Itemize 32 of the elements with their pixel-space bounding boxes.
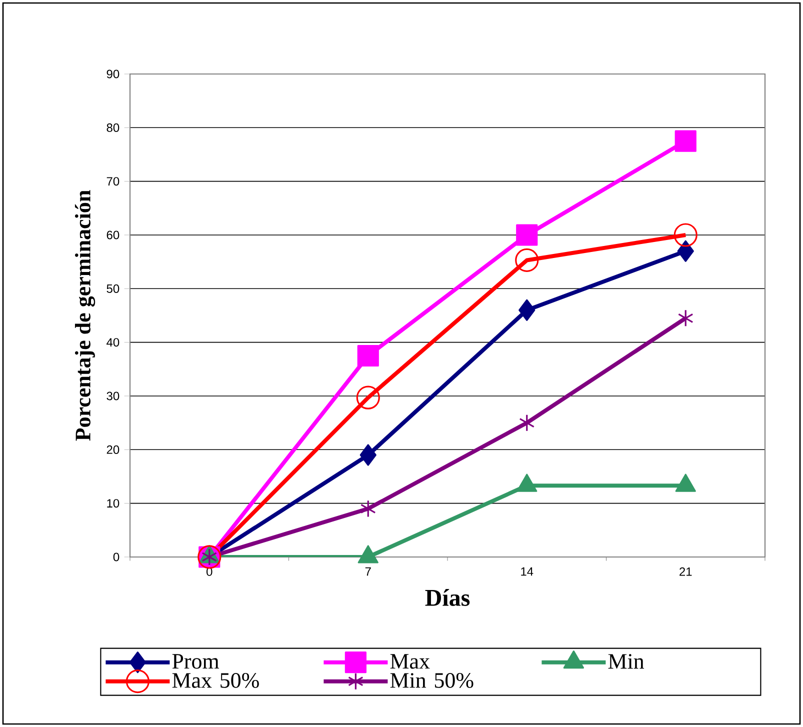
point bbox=[519, 414, 535, 432]
y-tick-label: 70 bbox=[106, 177, 120, 186]
y-tick-label: 20 bbox=[106, 445, 120, 454]
point bbox=[674, 223, 698, 247]
legend-label: Max 50% bbox=[172, 673, 259, 688]
x-tick-label: 7 bbox=[365, 567, 371, 576]
y-tick-label: 90 bbox=[106, 70, 120, 78]
x-tick-label: 21 bbox=[680, 567, 692, 576]
legend-label: Min 50% bbox=[390, 673, 474, 688]
y-tick-label: 10 bbox=[107, 499, 120, 508]
point bbox=[674, 130, 696, 152]
y-tick-label: 30 bbox=[106, 392, 120, 400]
legend-label: Prom bbox=[172, 654, 220, 669]
point bbox=[356, 386, 380, 410]
point bbox=[515, 248, 539, 272]
y-tick-label: 60 bbox=[106, 230, 120, 240]
y-tick-label: 0 bbox=[113, 552, 120, 562]
x-axis-title: Días bbox=[425, 589, 470, 606]
point bbox=[360, 444, 376, 466]
y-tick-label: 40 bbox=[106, 338, 120, 347]
y-axis-title: Porcentaje de germinación bbox=[74, 190, 96, 441]
point bbox=[518, 299, 536, 321]
point bbox=[516, 224, 538, 246]
y-tick-label: 80 bbox=[106, 123, 120, 132]
y-tick-label: 50 bbox=[106, 284, 120, 293]
x-tick-label: 14 bbox=[521, 567, 534, 576]
point bbox=[357, 344, 379, 367]
legend-label: Min bbox=[608, 654, 644, 669]
legend-label: Max bbox=[390, 654, 430, 669]
point bbox=[678, 309, 694, 327]
point bbox=[677, 240, 694, 262]
point bbox=[360, 500, 376, 518]
